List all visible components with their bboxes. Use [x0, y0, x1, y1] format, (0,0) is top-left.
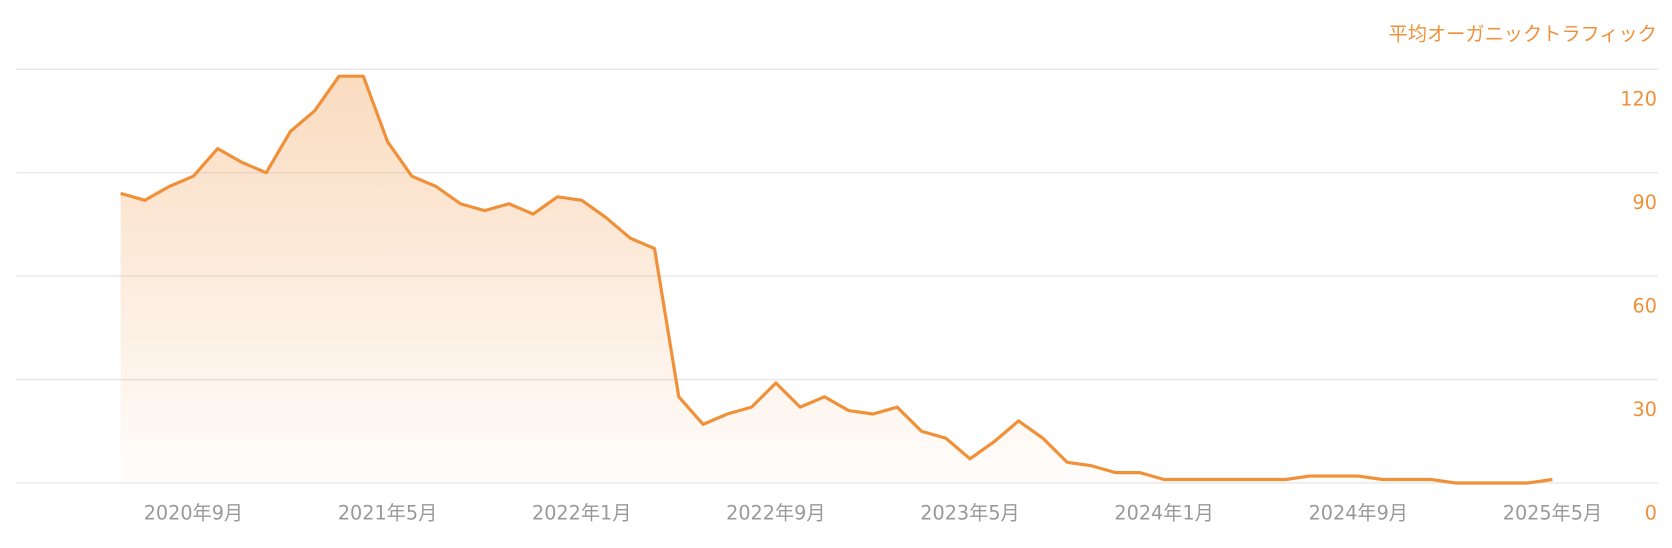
x-tick-label: 2020年9月 — [144, 501, 243, 524]
x-tick-label: 2021年5月 — [338, 501, 437, 524]
x-tick-label: 2025年5月 — [1503, 501, 1602, 524]
y-tick-label: 90 — [1633, 191, 1657, 214]
y-tick-label: 60 — [1633, 295, 1657, 318]
x-tick-label: 2023年5月 — [920, 501, 1019, 524]
x-tick-label: 2022年9月 — [726, 501, 825, 524]
x-tick-label: 2024年1月 — [1114, 501, 1213, 524]
y-tick-label: 120 — [1620, 88, 1657, 111]
y-axis-title: 平均オーガニックトラフィック — [1389, 23, 1657, 46]
x-tick-label: 2024年9月 — [1309, 501, 1408, 524]
x-tick-label: 2022年1月 — [532, 501, 631, 524]
y-tick-label: 0 — [1645, 501, 1657, 524]
area-fill — [120, 76, 1553, 483]
y-tick-label: 30 — [1633, 398, 1657, 421]
line — [120, 74, 1553, 485]
